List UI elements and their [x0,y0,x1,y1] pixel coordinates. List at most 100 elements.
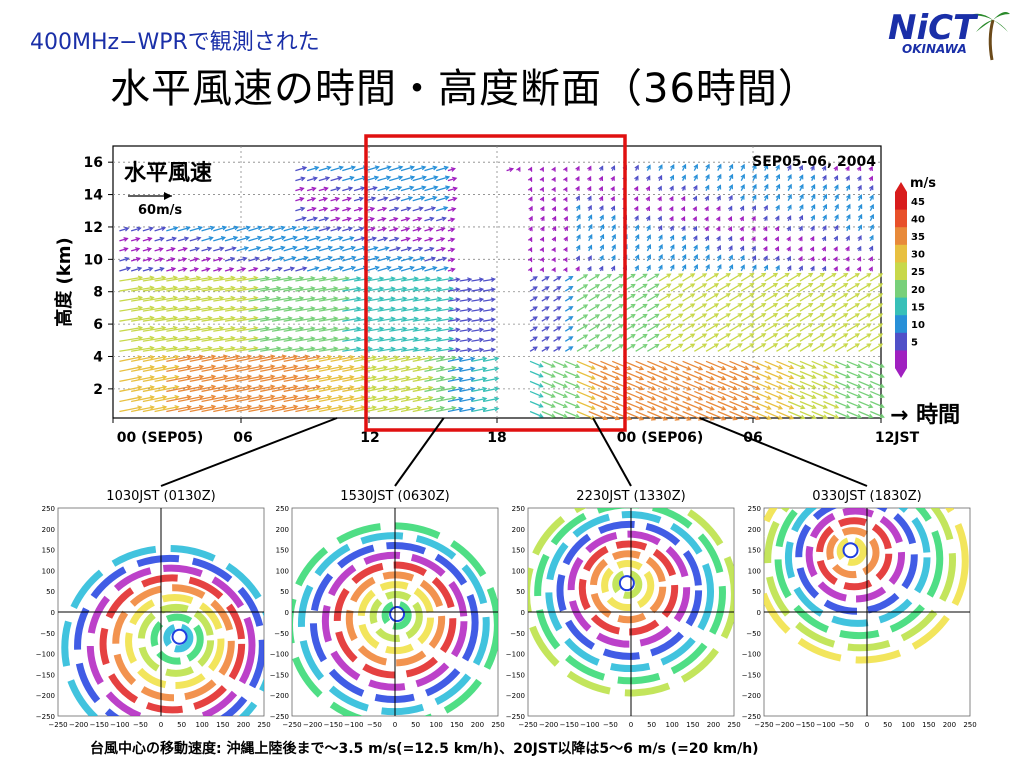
wind-arrow [283,395,309,403]
wind-arrow [236,267,246,272]
wind-arrow [424,317,442,322]
wind-arrow [389,356,410,362]
wind-arrow-head [654,333,660,339]
wind-arrow-head [539,166,544,172]
wind-arrow-head [281,394,287,400]
wind-arrow [154,336,177,342]
wind-arrow-head [428,355,434,361]
quiver-panel-title: 水平風速 [124,160,212,186]
wind-arrow-head [743,385,750,391]
wind-arrow-head [451,355,457,361]
wind-arrow-head [451,405,457,411]
wind-arrow-head [315,255,321,261]
wind-arrow [377,406,399,413]
wind-arrow-head [268,245,274,251]
radar-y-tick: 200 [276,526,289,534]
wind-arrow [787,323,801,332]
wind-arrow [166,257,175,262]
wind-arrow-head [650,375,657,381]
wind-arrow-head [690,323,696,328]
wind-arrow [248,355,275,362]
wind-arrow-head [211,384,217,390]
wind-arrow [400,307,418,312]
wind-arrow-head [819,282,826,288]
wind-arrow-head [406,206,412,212]
radar-y-tick: 150 [748,547,761,555]
wind-arrow [130,247,140,252]
wind-arrow [130,257,140,262]
wind-arrow [213,317,235,322]
wind-arrow-head [470,366,476,372]
wind-arrow-head [147,257,153,262]
wind-arrow-head [775,204,780,210]
echo-band [589,550,667,624]
wind-arrow [811,343,825,352]
wind-arrow-head [532,306,538,311]
radar-x-tick: −150 [796,721,815,729]
radar-x-tick: −150 [324,721,343,729]
wind-arrow-head [208,236,214,241]
wind-arrow-head [568,326,574,331]
wind-arrow [142,376,167,383]
x-axis-label: → 時間 [890,403,960,428]
wind-arrow-head [614,395,621,401]
wind-arrow-head [575,266,580,272]
wind-arrow-head [630,313,636,319]
wind-arrow [811,370,828,379]
wind-arrow-head [704,205,709,212]
wind-arrow [400,337,418,342]
wind-arrow [365,287,384,292]
wind-arrow-head [575,413,581,419]
wind-arrow [189,347,212,352]
wind-arrow-head [223,384,229,390]
wind-arrow-head [854,313,861,318]
wind-arrow [483,348,495,352]
wind-arrow-head [705,173,710,180]
wind-arrow-head [715,216,721,222]
wind-arrow-head [171,236,177,242]
wind-arrow [869,313,883,322]
wind-arrow-head [482,386,488,392]
radar-y-tick: −50 [510,630,525,638]
wind-arrow [342,166,356,172]
wind-arrow-head [646,224,651,230]
radar-y-tick: −100 [506,651,525,659]
wind-arrow-head [777,395,784,400]
wind-arrow [318,166,331,172]
wind-arrow [201,226,215,232]
wind-arrow-head [670,264,675,270]
wind-arrow [318,177,330,182]
wind-arrow [682,343,695,352]
wind-arrow-head [606,314,613,319]
wind-arrow-head [348,186,354,192]
wind-arrow-head [763,194,769,200]
wind-arrow [412,356,433,362]
wind-arrow-head [773,323,779,328]
wind-arrow [306,226,319,232]
wind-arrow [436,186,450,192]
wind-arrow-head [211,394,217,400]
wind-arrow [295,395,320,403]
wind-arrow-head [784,333,790,338]
wind-arrow-head [551,176,556,182]
wind-arrow-head [761,293,767,298]
wind-arrow [764,410,783,420]
wind-arrow [600,380,620,390]
radar-x-tick: 50 [647,721,656,729]
wind-arrow-head [808,272,814,278]
wind-arrow-head [562,363,569,368]
wind-arrow [377,297,395,302]
wind-arrow-head [281,404,287,410]
wind-arrow [541,306,550,312]
wind-arrow [576,370,595,380]
radar-x-tick: −100 [110,721,129,729]
wind-arrow [318,227,330,232]
wind-arrow-head [657,195,662,202]
echo-band [764,508,969,664]
wind-arrow [248,347,269,352]
wind-arrow-head [455,277,461,283]
wind-arrow [740,333,754,342]
radar-echo [61,545,264,716]
wind-arrow [682,283,695,292]
